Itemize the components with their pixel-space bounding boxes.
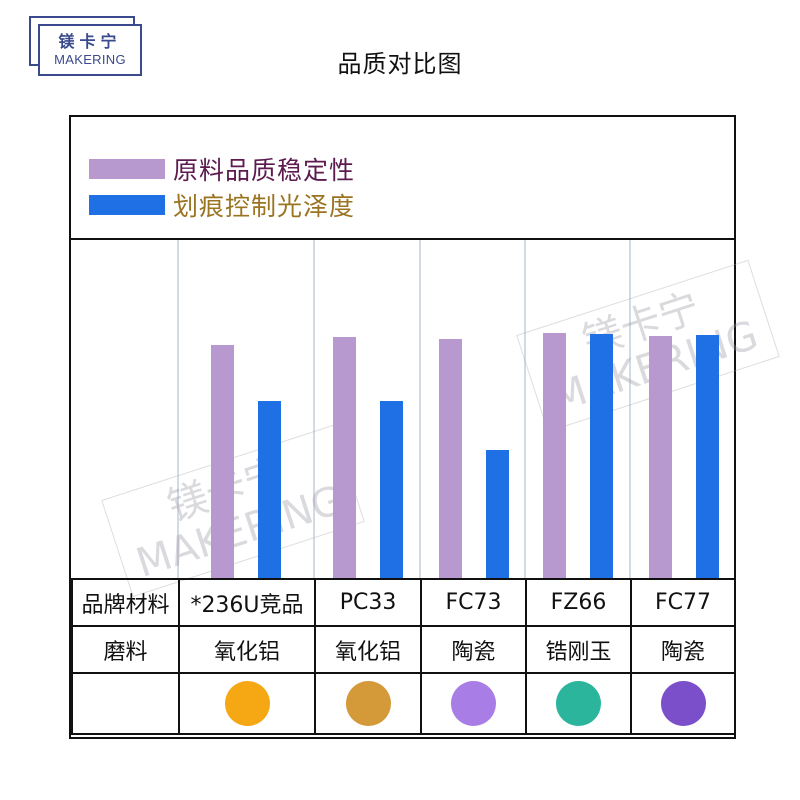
- makering-logo: 镁卡宁 MAKERING: [29, 16, 142, 76]
- color-dot-tan: [345, 681, 391, 726]
- bar-236u-gloss: [258, 401, 281, 578]
- logo-front-frame: 镁卡宁 MAKERING: [38, 24, 142, 76]
- color-cell: [525, 672, 632, 735]
- bar-fc77-stability: [649, 336, 672, 578]
- brand-row: 品牌材料 *236U竞品 PC33 FC73 FZ66 FC77: [71, 578, 736, 627]
- color-cell: [420, 672, 527, 735]
- abrasive-cell: 氧化铝: [178, 625, 316, 674]
- color-dot-lavender: [451, 681, 496, 726]
- bar-pc33-gloss: [380, 401, 403, 578]
- legend: 原料品质稳定性 划痕控制光泽度: [71, 117, 734, 240]
- brand-cell: FC73: [420, 578, 527, 627]
- brand-cell: FZ66: [525, 578, 632, 627]
- material-table: 品牌材料 *236U竞品 PC33 FC73 FZ66 FC77 磨料 氧化铝 …: [71, 578, 736, 735]
- bar-fc73-stability: [439, 339, 462, 578]
- legend-swatch-purple: [89, 159, 165, 179]
- color-row-header: [71, 672, 180, 735]
- color-row: [71, 672, 736, 735]
- abrasive-row-header: 磨料: [71, 625, 180, 674]
- brand-cell: FC77: [630, 578, 736, 627]
- color-cell: [630, 672, 736, 735]
- abrasive-cell: 氧化铝: [314, 625, 422, 674]
- legend-swatch-blue: [89, 195, 165, 215]
- brand-cell: *236U竞品: [178, 578, 316, 627]
- plot-area: 镁卡宁 MAKERING 镁卡宁 MAKERING: [71, 240, 780, 598]
- color-dot-teal: [556, 681, 601, 726]
- color-cell: [314, 672, 422, 735]
- brand-row-header: 品牌材料: [71, 578, 180, 627]
- logo-en-text: MAKERING: [54, 52, 126, 67]
- color-dot-orange: [224, 681, 270, 726]
- abrasive-cell: 锆刚玉: [525, 625, 632, 674]
- bar-fc77-gloss: [696, 335, 719, 578]
- gridline: [524, 240, 526, 578]
- abrasive-cell: 陶瓷: [630, 625, 736, 674]
- bar-fc73-gloss: [486, 450, 509, 578]
- brand-cell: PC33: [314, 578, 422, 627]
- legend-item-scratch-gloss: 划痕控制光泽度: [89, 187, 355, 223]
- bar-fz66-gloss: [590, 334, 613, 578]
- legend-item-stability: 原料品质稳定性: [89, 151, 355, 187]
- legend-label-scratch-gloss: 划痕控制光泽度: [173, 192, 356, 221]
- bar-fz66-stability: [543, 333, 566, 578]
- chart-frame: 原料品质稳定性 划痕控制光泽度 镁卡宁 MAKERING 镁卡宁 MAKERIN…: [69, 115, 780, 739]
- color-dot-purple: [660, 681, 706, 726]
- watermark-en: MAKERING: [130, 477, 349, 587]
- color-cell: [178, 672, 316, 735]
- abrasive-cell: 陶瓷: [420, 625, 527, 674]
- bar-pc33-stability: [333, 337, 356, 578]
- legend-label-stability: 原料品质稳定性: [173, 156, 356, 185]
- chart-title: 品质对比图: [337, 50, 463, 78]
- gridline: [629, 240, 631, 578]
- gridline: [177, 240, 179, 578]
- gridline: [313, 240, 315, 578]
- bar-236u-stability: [211, 345, 234, 578]
- gridline: [419, 240, 421, 578]
- logo-cn-text: 镁卡宁: [58, 32, 122, 51]
- abrasive-row: 磨料 氧化铝 氧化铝 陶瓷 锆刚玉 陶瓷: [71, 625, 736, 674]
